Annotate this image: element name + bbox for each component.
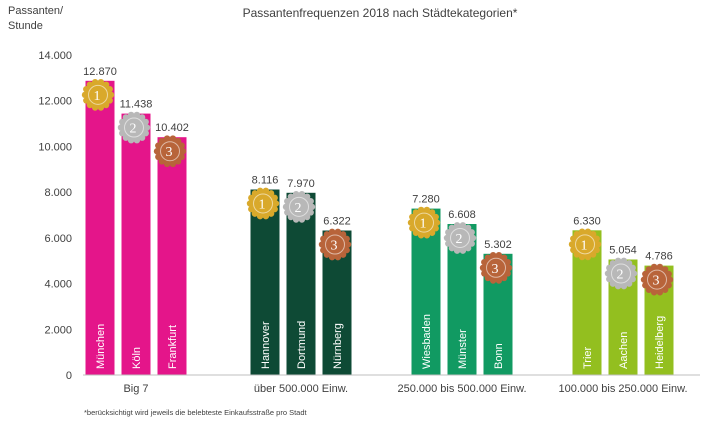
y-tick-label: 6.000 — [44, 233, 72, 245]
bars-layer: 12.870 München 1 11.438 Köln 2 10.402 Frankfurt… — [81, 66, 674, 376]
value-label: 6.608 — [448, 209, 476, 221]
y-tick-label: 0 — [66, 370, 72, 382]
y-axis-label-line-2: Stunde — [8, 20, 43, 32]
bar-city-label: Aachen — [618, 332, 630, 369]
value-label: 8.116 — [252, 175, 279, 187]
svg-text:2: 2 — [130, 122, 137, 137]
bar — [157, 137, 187, 375]
rank-medal-icon: 3 — [153, 135, 187, 168]
value-label: 12.870 — [83, 66, 117, 78]
svg-text:1: 1 — [581, 238, 588, 253]
bar-city-label: Frankfurt — [167, 325, 179, 369]
y-tick-label: 12.000 — [38, 96, 72, 108]
bar — [250, 189, 280, 375]
bar-city-label: München — [95, 324, 107, 369]
rank-medal-icon: 3 — [640, 263, 674, 296]
y-tick-label: 10.000 — [38, 141, 72, 153]
svg-text:2: 2 — [456, 232, 463, 247]
bar — [85, 80, 115, 376]
svg-text:2: 2 — [617, 268, 624, 283]
value-label: 6.322 — [323, 216, 351, 228]
bar-city-label: Köln — [131, 347, 143, 369]
value-label: 7.280 — [412, 194, 440, 206]
group-label: Big 7 — [123, 383, 148, 395]
y-axis: 0 2.000 4.000 6.000 8.000 10.000 12.000 14.000 — [38, 50, 72, 382]
bar-city-label: Heidelberg — [654, 316, 666, 369]
value-label: 5.302 — [484, 239, 512, 251]
svg-text:3: 3 — [166, 145, 173, 160]
chart-title: Passantenfrequenzen 2018 nach Städtekate… — [243, 6, 518, 20]
svg-text:1: 1 — [420, 217, 427, 232]
bar-city-label: Nürnberg — [332, 323, 344, 369]
x-axis: Big 7 über 500.000 Einw. 250.000 bis 500.0… — [123, 383, 687, 395]
rank-medal-icon: 1 — [568, 228, 602, 261]
value-label: 10.402 — [155, 122, 189, 134]
rank-medal-icon: 1 — [246, 187, 280, 220]
rank-medal-icon: 1 — [81, 78, 115, 111]
rank-medal-icon: 2 — [282, 190, 316, 223]
svg-text:3: 3 — [653, 274, 660, 289]
y-tick-label: 8.000 — [44, 187, 72, 199]
bar-city-label: Münster — [457, 329, 469, 369]
rank-medal-icon: 1 — [407, 206, 441, 239]
bar-city-label: Trier — [582, 346, 594, 369]
group-label: über 500.000 Einw. — [254, 383, 348, 395]
y-tick-label: 14.000 — [38, 50, 72, 62]
svg-text:3: 3 — [492, 262, 499, 277]
value-label: 6.330 — [573, 215, 601, 227]
svg-text:3: 3 — [331, 239, 338, 254]
bar-city-label: Wiesbaden — [421, 314, 433, 369]
rank-medal-icon: 2 — [443, 222, 477, 254]
svg-text:1: 1 — [259, 198, 266, 213]
bar-city-label: Hannover — [260, 321, 272, 369]
y-tick-label: 2.000 — [44, 324, 72, 336]
bar-city-label: Bonn — [493, 343, 505, 369]
group-label: 100.000 bis 250.000 Einw. — [558, 383, 687, 395]
value-label: 4.786 — [645, 251, 673, 263]
value-label: 5.054 — [609, 245, 637, 257]
svg-text:1: 1 — [94, 89, 101, 104]
group-label: 250.000 bis 500.000 Einw. — [397, 383, 526, 395]
bar — [286, 192, 316, 375]
y-tick-label: 4.000 — [44, 279, 72, 291]
y-axis-label-line-1: Passanten/ — [8, 5, 64, 17]
rank-medal-icon: 3 — [318, 228, 352, 261]
bar-city-label: Dortmund — [296, 321, 308, 369]
rank-medal-icon: 2 — [117, 111, 151, 144]
svg-text:2: 2 — [295, 201, 302, 216]
value-label: 11.438 — [120, 99, 153, 111]
footnote: *berücksichtigt wird jeweils die belebte… — [84, 408, 308, 417]
value-label: 7.970 — [287, 178, 315, 190]
bar — [121, 113, 151, 375]
rank-medal-icon: 2 — [604, 257, 638, 290]
rank-medal-icon: 3 — [479, 251, 513, 284]
